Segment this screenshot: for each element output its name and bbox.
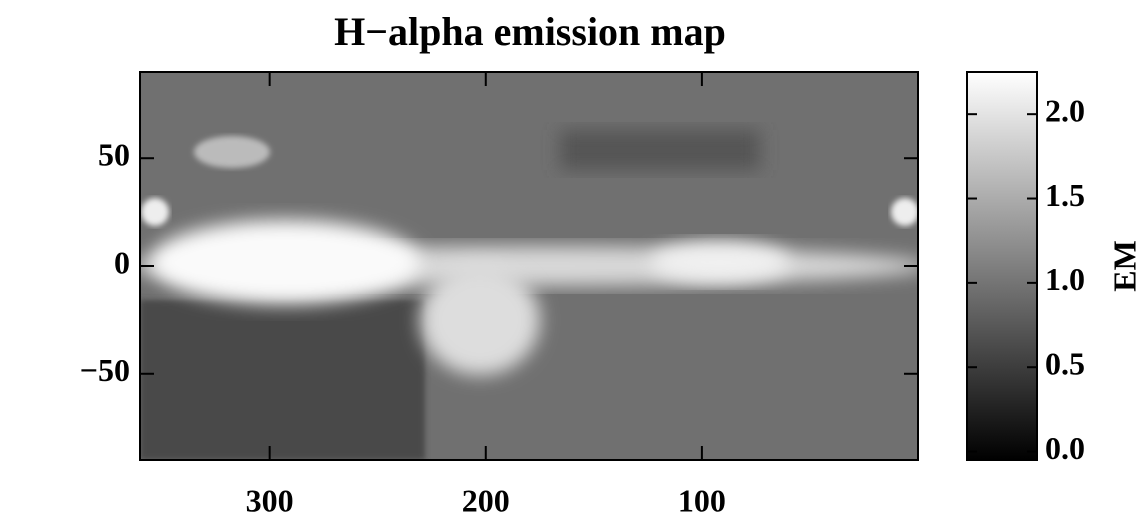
- map-bright-region: [650, 242, 790, 282]
- map-image: [129, 72, 929, 460]
- y-tick-label: 50: [98, 137, 130, 173]
- map-dark-region: [140, 300, 425, 460]
- colorbar-tick-label: 0.5: [1045, 346, 1085, 382]
- chart: H−alpha emission map EM 300 200 100 50 0 −50 0…: [0, 0, 1145, 519]
- colorbar-tick-label: 2.0: [1045, 93, 1085, 129]
- x-tick-label: 100: [678, 482, 726, 518]
- chart-title: H−alpha emission map: [334, 9, 726, 54]
- x-tick-label: 300: [246, 482, 294, 518]
- colorbar-label: EM: [1106, 240, 1142, 292]
- map-bright-region: [150, 220, 420, 304]
- map-bright-region: [891, 198, 919, 226]
- colorbar-tick-label: 1.5: [1045, 177, 1085, 213]
- colorbar-tick-label: 0.0: [1045, 430, 1085, 466]
- colorbar: [967, 72, 1037, 460]
- map-dark-region: [560, 130, 760, 170]
- map-bright-region: [420, 265, 540, 375]
- map-bright-region: [194, 136, 270, 168]
- colorbar-tick-label: 1.0: [1045, 261, 1085, 297]
- y-tick-label: −50: [80, 352, 130, 388]
- x-tick-label: 200: [462, 482, 510, 518]
- map-bright-region: [141, 198, 169, 226]
- y-tick-label: 0: [114, 244, 130, 280]
